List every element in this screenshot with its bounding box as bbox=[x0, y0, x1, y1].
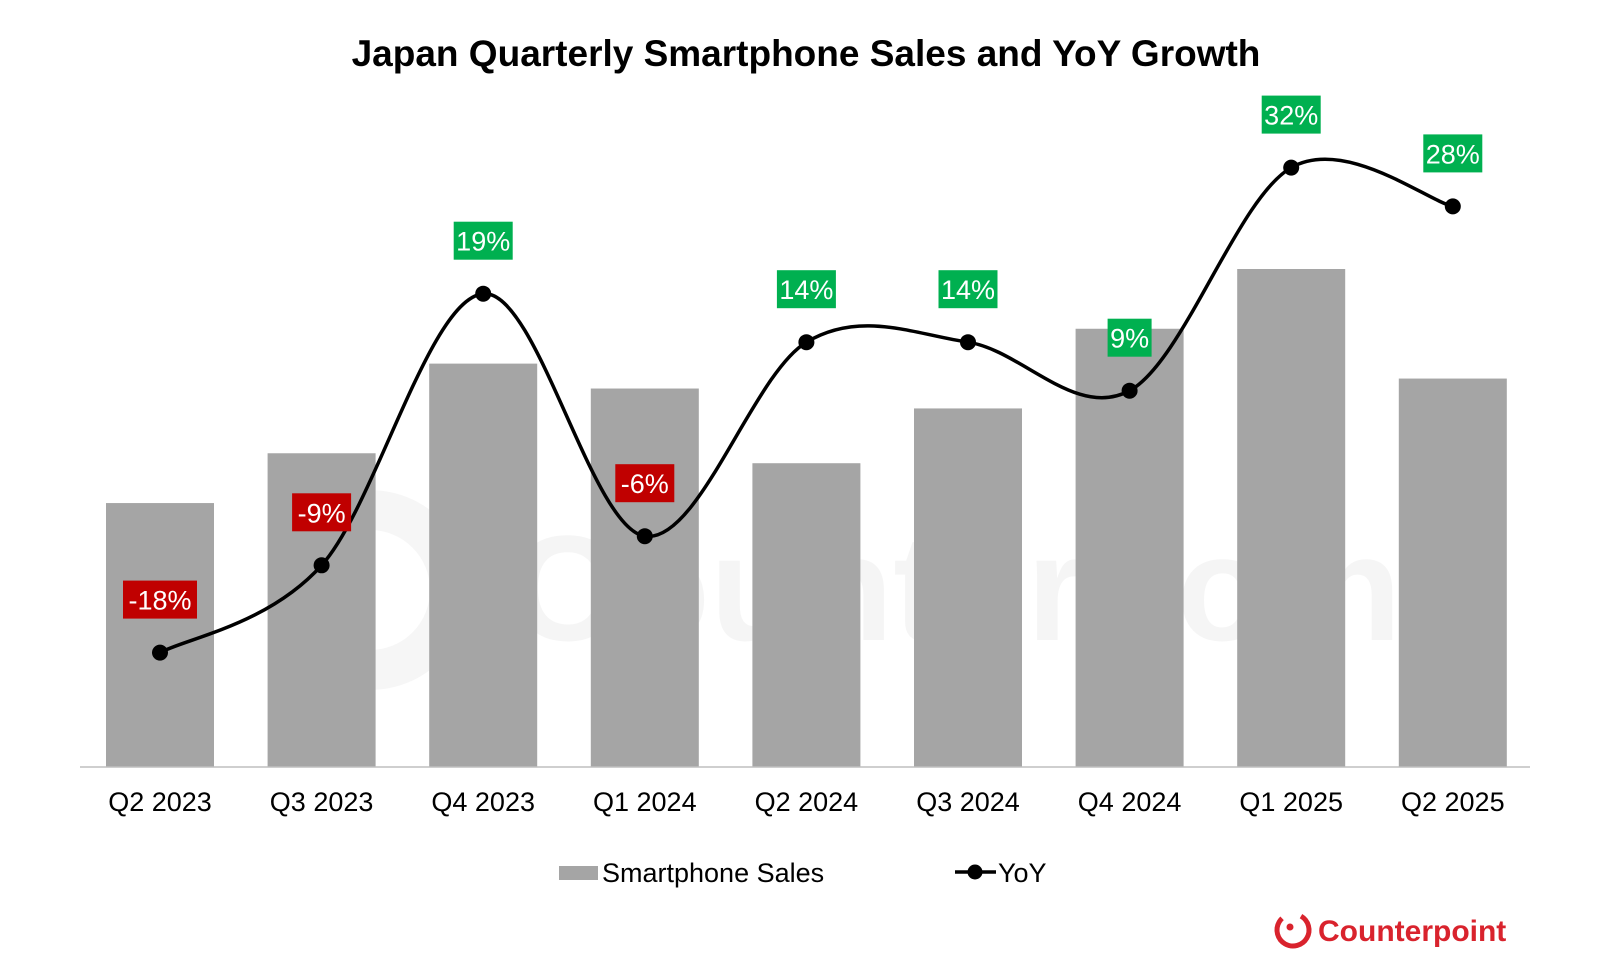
bar-q4-2024 bbox=[1075, 328, 1184, 767]
yoy-data-label: -6% bbox=[615, 464, 675, 503]
yoy-label-text: 14% bbox=[941, 275, 995, 305]
yoy-data-label: 9% bbox=[1107, 318, 1152, 357]
bar-q1-2025 bbox=[1237, 269, 1346, 767]
yoy-points bbox=[152, 159, 1461, 661]
yoy-label-box bbox=[938, 270, 998, 309]
yoy-label-text: -6% bbox=[621, 469, 669, 499]
legend-marker-yoy bbox=[967, 864, 983, 880]
x-tick-label: Q4 2023 bbox=[431, 787, 535, 817]
yoy-data-label: -9% bbox=[292, 493, 352, 532]
yoy-label-box bbox=[1107, 318, 1152, 357]
yoy-line bbox=[159, 157, 1454, 655]
yoy-point bbox=[960, 334, 976, 351]
yoy-data-label: -18% bbox=[123, 580, 197, 619]
yoy-label-box bbox=[123, 580, 197, 619]
yoy-label-box bbox=[453, 221, 513, 260]
yoy-label-box bbox=[776, 270, 836, 309]
bar-q2-2025 bbox=[1398, 378, 1507, 767]
yoy-point bbox=[313, 557, 330, 574]
bar-q2-2024 bbox=[752, 463, 861, 767]
x-tick-label: Q1 2024 bbox=[593, 787, 697, 817]
yoy-data-label: 14% bbox=[938, 270, 998, 309]
yoy-label-text: -18% bbox=[128, 586, 191, 616]
yoy-point bbox=[1444, 198, 1461, 215]
x-tick-label: Q4 2024 bbox=[1078, 787, 1182, 817]
yoy-point bbox=[152, 644, 168, 661]
yoy-label-box bbox=[1423, 134, 1483, 173]
legend-label-yoy: YoY bbox=[998, 858, 1047, 888]
yoy-data-label: 19% bbox=[453, 221, 513, 260]
yoy-label-box bbox=[292, 493, 352, 532]
legend-label-sales: Smartphone Sales bbox=[602, 858, 824, 888]
yoy-label-text: 19% bbox=[456, 227, 510, 257]
yoy-label-text: 14% bbox=[779, 275, 833, 305]
yoy-label-box bbox=[1261, 95, 1321, 134]
x-tick-label: Q2 2023 bbox=[108, 787, 212, 817]
yoy-point bbox=[1121, 382, 1138, 399]
yoy-data-label: 32% bbox=[1261, 95, 1321, 134]
bar-q3-2024 bbox=[914, 408, 1022, 767]
yoy-label-text: 28% bbox=[1426, 139, 1480, 169]
x-tick-label: Q3 2024 bbox=[916, 787, 1020, 817]
x-tick-label: Q1 2025 bbox=[1239, 787, 1343, 817]
yoy-point bbox=[798, 334, 815, 351]
x-tick-label: Q2 2024 bbox=[755, 787, 859, 817]
yoy-label-text: -9% bbox=[298, 498, 346, 528]
counterpoint-logo-dot bbox=[1286, 923, 1294, 931]
x-tick-label: Q3 2023 bbox=[270, 787, 374, 817]
counterpoint-logo-icon bbox=[1274, 911, 1312, 949]
yoy-data-label: 28% bbox=[1423, 134, 1483, 173]
yoy-point bbox=[636, 528, 653, 545]
yoy-label-text: 9% bbox=[1110, 324, 1149, 354]
chart-title: Japan Quarterly Smartphone Sales and YoY… bbox=[352, 33, 1261, 74]
bar-q1-2024 bbox=[590, 388, 699, 767]
counterpoint-logo-text: Counterpoint bbox=[1318, 915, 1506, 948]
yoy-data-label: 14% bbox=[776, 270, 836, 309]
yoy-point bbox=[1283, 159, 1300, 176]
bar-q4-2023 bbox=[429, 363, 538, 767]
x-axis-ticks: Q2 2023 Q3 2023 Q4 2023 Q1 2024 Q2 2024 Q3 20… bbox=[108, 787, 1504, 817]
x-tick-label: Q2 2025 bbox=[1401, 787, 1505, 817]
legend-swatch-sales bbox=[559, 866, 598, 880]
legend: Smartphone Sales YoY bbox=[559, 858, 1047, 888]
bar-q2-2023 bbox=[106, 503, 214, 767]
yoy-label-box bbox=[615, 464, 675, 503]
yoy-label-text: 32% bbox=[1264, 101, 1318, 131]
yoy-data-labels: -18% -9% 19% -6% 14% 14% 9% 32% 28% bbox=[123, 95, 1483, 619]
counterpoint-logo: Counterpoint bbox=[1274, 911, 1506, 949]
yoy-point bbox=[475, 285, 492, 302]
